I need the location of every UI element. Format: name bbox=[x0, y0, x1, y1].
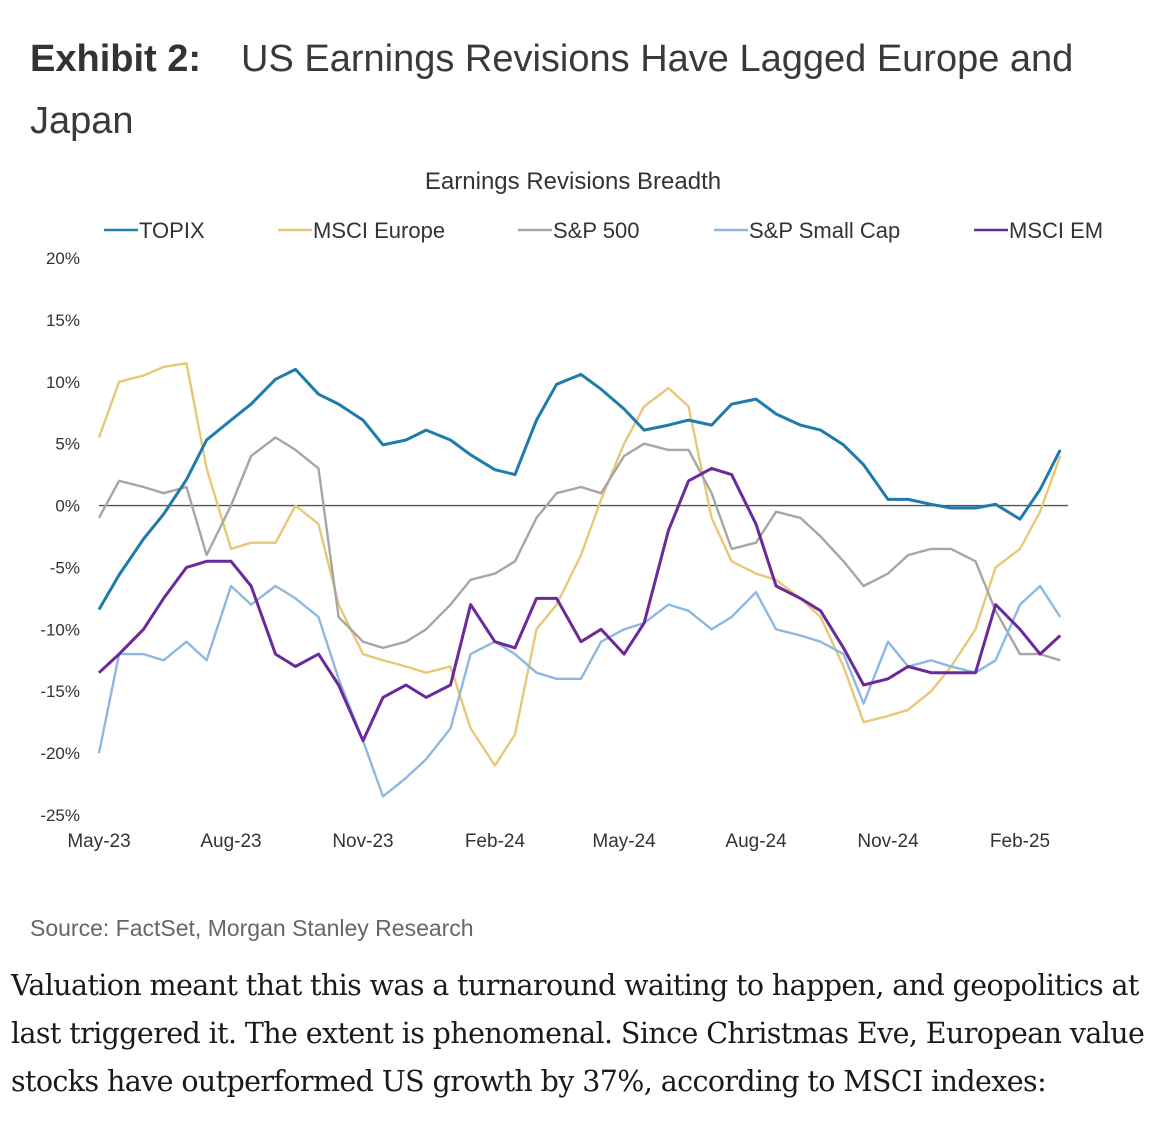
y-tick-label: -5% bbox=[50, 558, 80, 577]
exhibit-heading: US Earnings Revisions Have Lagged Europe… bbox=[30, 38, 1074, 142]
x-tick-label: May-24 bbox=[592, 831, 656, 852]
y-tick-label: 0% bbox=[55, 497, 80, 516]
series-line-msci-europe bbox=[97, 361, 1062, 767]
series-line-msci-em bbox=[97, 466, 1062, 743]
legend-label: S&P Small Cap bbox=[749, 218, 900, 243]
x-tick-label: Aug-23 bbox=[200, 831, 261, 852]
y-tick-label: 5% bbox=[55, 435, 80, 454]
x-tick-label: Aug-24 bbox=[725, 831, 787, 852]
y-tick-label: -15% bbox=[40, 682, 80, 701]
y-tick-label: -25% bbox=[40, 806, 80, 825]
exhibit-title: Exhibit 2: US Earnings Revisions Have Lag… bbox=[30, 28, 1130, 152]
x-tick-label: May-23 bbox=[67, 831, 130, 852]
source-note: Source: FactSet, Morgan Stanley Research bbox=[30, 915, 474, 941]
legend-label: TOPIX bbox=[139, 218, 205, 243]
y-tick-label: 15% bbox=[46, 311, 80, 330]
x-tick-label: Feb-24 bbox=[465, 831, 526, 852]
earnings-revisions-chart: Earnings Revisions Breadth TOPIX MSCI Euro… bbox=[40, 168, 1103, 852]
x-tick-label: Nov-24 bbox=[857, 831, 919, 852]
y-tick-label: 20% bbox=[46, 249, 80, 268]
legend-label: MSCI EM bbox=[1009, 218, 1103, 243]
body-paragraph: Valuation meant that this was a turnarou… bbox=[11, 969, 1145, 1098]
x-tick-label: Nov-23 bbox=[332, 831, 393, 852]
chart-title: Earnings Revisions Breadth bbox=[425, 168, 721, 195]
legend-label: MSCI Europe bbox=[313, 218, 445, 243]
series-line-s-p-small-cap bbox=[97, 584, 1062, 798]
series-line-topix bbox=[97, 367, 1062, 611]
y-tick-label: -10% bbox=[40, 620, 80, 639]
x-tick-label: Feb-25 bbox=[990, 831, 1050, 852]
series-line-s-p-500 bbox=[97, 436, 1061, 662]
y-tick-label: -20% bbox=[40, 744, 80, 763]
y-tick-label: 10% bbox=[46, 373, 80, 392]
legend-label: S&P 500 bbox=[553, 218, 639, 243]
exhibit-label: Exhibit 2: bbox=[30, 38, 202, 80]
